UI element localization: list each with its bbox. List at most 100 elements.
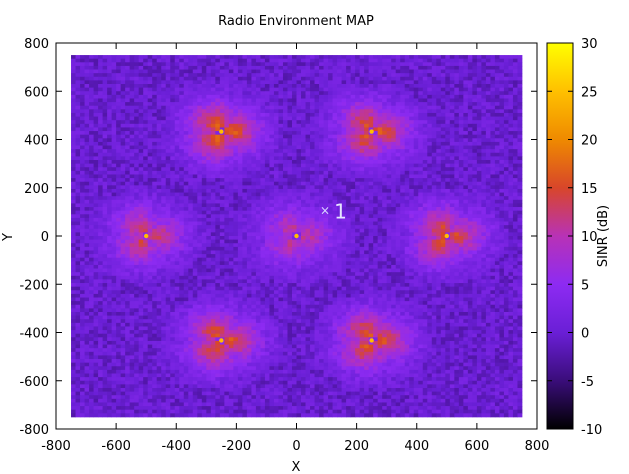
heatmap-cell — [278, 228, 284, 233]
heatmap-cell — [260, 123, 266, 128]
heatmap-cell — [449, 167, 455, 172]
heatmap-cell — [332, 141, 338, 146]
heatmap-cell — [125, 73, 131, 78]
heatmap-cell — [310, 109, 315, 114]
heatmap-cell — [120, 167, 126, 172]
heatmap-cell — [192, 163, 198, 168]
heatmap-cell — [508, 145, 514, 150]
heatmap-cell — [337, 91, 342, 96]
heatmap-cell — [98, 141, 103, 146]
heatmap-cell — [332, 149, 338, 154]
heatmap-cell — [197, 94, 203, 99]
heatmap-cell — [472, 160, 478, 165]
heatmap-cell — [282, 73, 288, 78]
heatmap-cell — [143, 167, 149, 172]
heatmap-cell — [517, 127, 523, 132]
heatmap-cell — [485, 192, 491, 197]
heatmap-cell — [282, 221, 288, 226]
heatmap-cell — [264, 131, 270, 136]
heatmap-cell — [449, 163, 455, 168]
heatmap-cell — [377, 109, 383, 114]
heatmap-cell — [224, 98, 230, 103]
heatmap-cell — [440, 217, 446, 222]
heatmap-cell — [512, 94, 518, 99]
heatmap-cell — [485, 55, 491, 60]
heatmap-cell — [192, 141, 198, 146]
heatmap-cell — [89, 94, 94, 99]
heatmap-cell — [156, 98, 162, 103]
heatmap-cell — [251, 228, 257, 233]
heatmap-cell — [382, 123, 388, 128]
heatmap-cell — [296, 84, 302, 89]
heatmap-cell — [296, 232, 302, 237]
heatmap-cell — [206, 207, 212, 212]
heatmap-cell — [386, 152, 392, 157]
heatmap-cell — [346, 232, 352, 237]
heatmap-cell — [400, 141, 406, 146]
heatmap-cell — [71, 120, 76, 125]
heatmap-cell — [80, 217, 85, 222]
heatmap-cell — [273, 221, 279, 226]
heatmap-cell — [368, 123, 374, 128]
heatmap-cell — [305, 102, 311, 107]
heatmap-cell — [508, 94, 514, 99]
heatmap-cell — [80, 185, 85, 190]
heatmap-cell — [508, 185, 514, 190]
heatmap-cell — [409, 131, 415, 136]
heatmap-cell — [436, 225, 442, 230]
heatmap-cell — [179, 178, 185, 183]
heatmap-cell — [116, 207, 122, 212]
heatmap-cell — [373, 76, 379, 81]
heatmap-cell — [485, 105, 491, 110]
heatmap-cell — [165, 62, 171, 67]
heatmap-cell — [337, 73, 342, 78]
heatmap-cell — [75, 214, 81, 219]
heatmap-cell — [400, 192, 406, 197]
heatmap-cell — [341, 69, 347, 74]
heatmap-cell — [219, 62, 225, 67]
heatmap-cell — [174, 167, 180, 172]
heatmap-cell — [382, 188, 388, 193]
heatmap-cell — [125, 109, 131, 114]
heatmap-cell — [346, 123, 352, 128]
heatmap-cell — [337, 217, 342, 222]
heatmap-cell — [440, 105, 446, 110]
heatmap-cell — [512, 170, 518, 175]
heatmap-cell — [337, 127, 342, 132]
heatmap-cell — [472, 207, 478, 212]
heatmap-cell — [93, 131, 99, 136]
heatmap-cell — [269, 62, 275, 67]
heatmap-cell — [454, 160, 460, 165]
heatmap-cell — [269, 94, 275, 99]
heatmap-cell — [517, 120, 523, 125]
heatmap-cell — [134, 207, 140, 212]
heatmap-cell — [431, 131, 437, 136]
heatmap-cell — [355, 55, 361, 60]
heatmap-cell — [237, 163, 243, 168]
heatmap-cell — [197, 174, 203, 179]
heatmap-cell — [422, 55, 428, 60]
heatmap-cell — [359, 58, 365, 63]
heatmap-cell — [98, 181, 103, 186]
heatmap-cell — [512, 123, 518, 128]
heatmap-cell — [116, 199, 122, 204]
heatmap-cell — [174, 141, 180, 146]
heatmap-cell — [512, 228, 518, 233]
heatmap-cell — [93, 69, 99, 74]
heatmap-cell — [89, 163, 94, 168]
heatmap-cell — [129, 156, 135, 161]
heatmap-cell — [206, 163, 212, 168]
heatmap-cell — [237, 141, 243, 146]
heatmap-cell — [377, 160, 383, 165]
heatmap-cell — [278, 127, 284, 132]
heatmap-cell — [201, 170, 207, 175]
heatmap-cell — [508, 134, 514, 139]
heatmap-cell — [255, 69, 261, 74]
heatmap-cell — [310, 58, 315, 63]
heatmap-cell — [143, 188, 149, 193]
heatmap-cell — [147, 123, 153, 128]
heatmap-cell — [89, 156, 94, 161]
heatmap-cell — [508, 91, 514, 96]
heatmap-cell — [152, 178, 158, 183]
heatmap-cell — [156, 225, 162, 230]
